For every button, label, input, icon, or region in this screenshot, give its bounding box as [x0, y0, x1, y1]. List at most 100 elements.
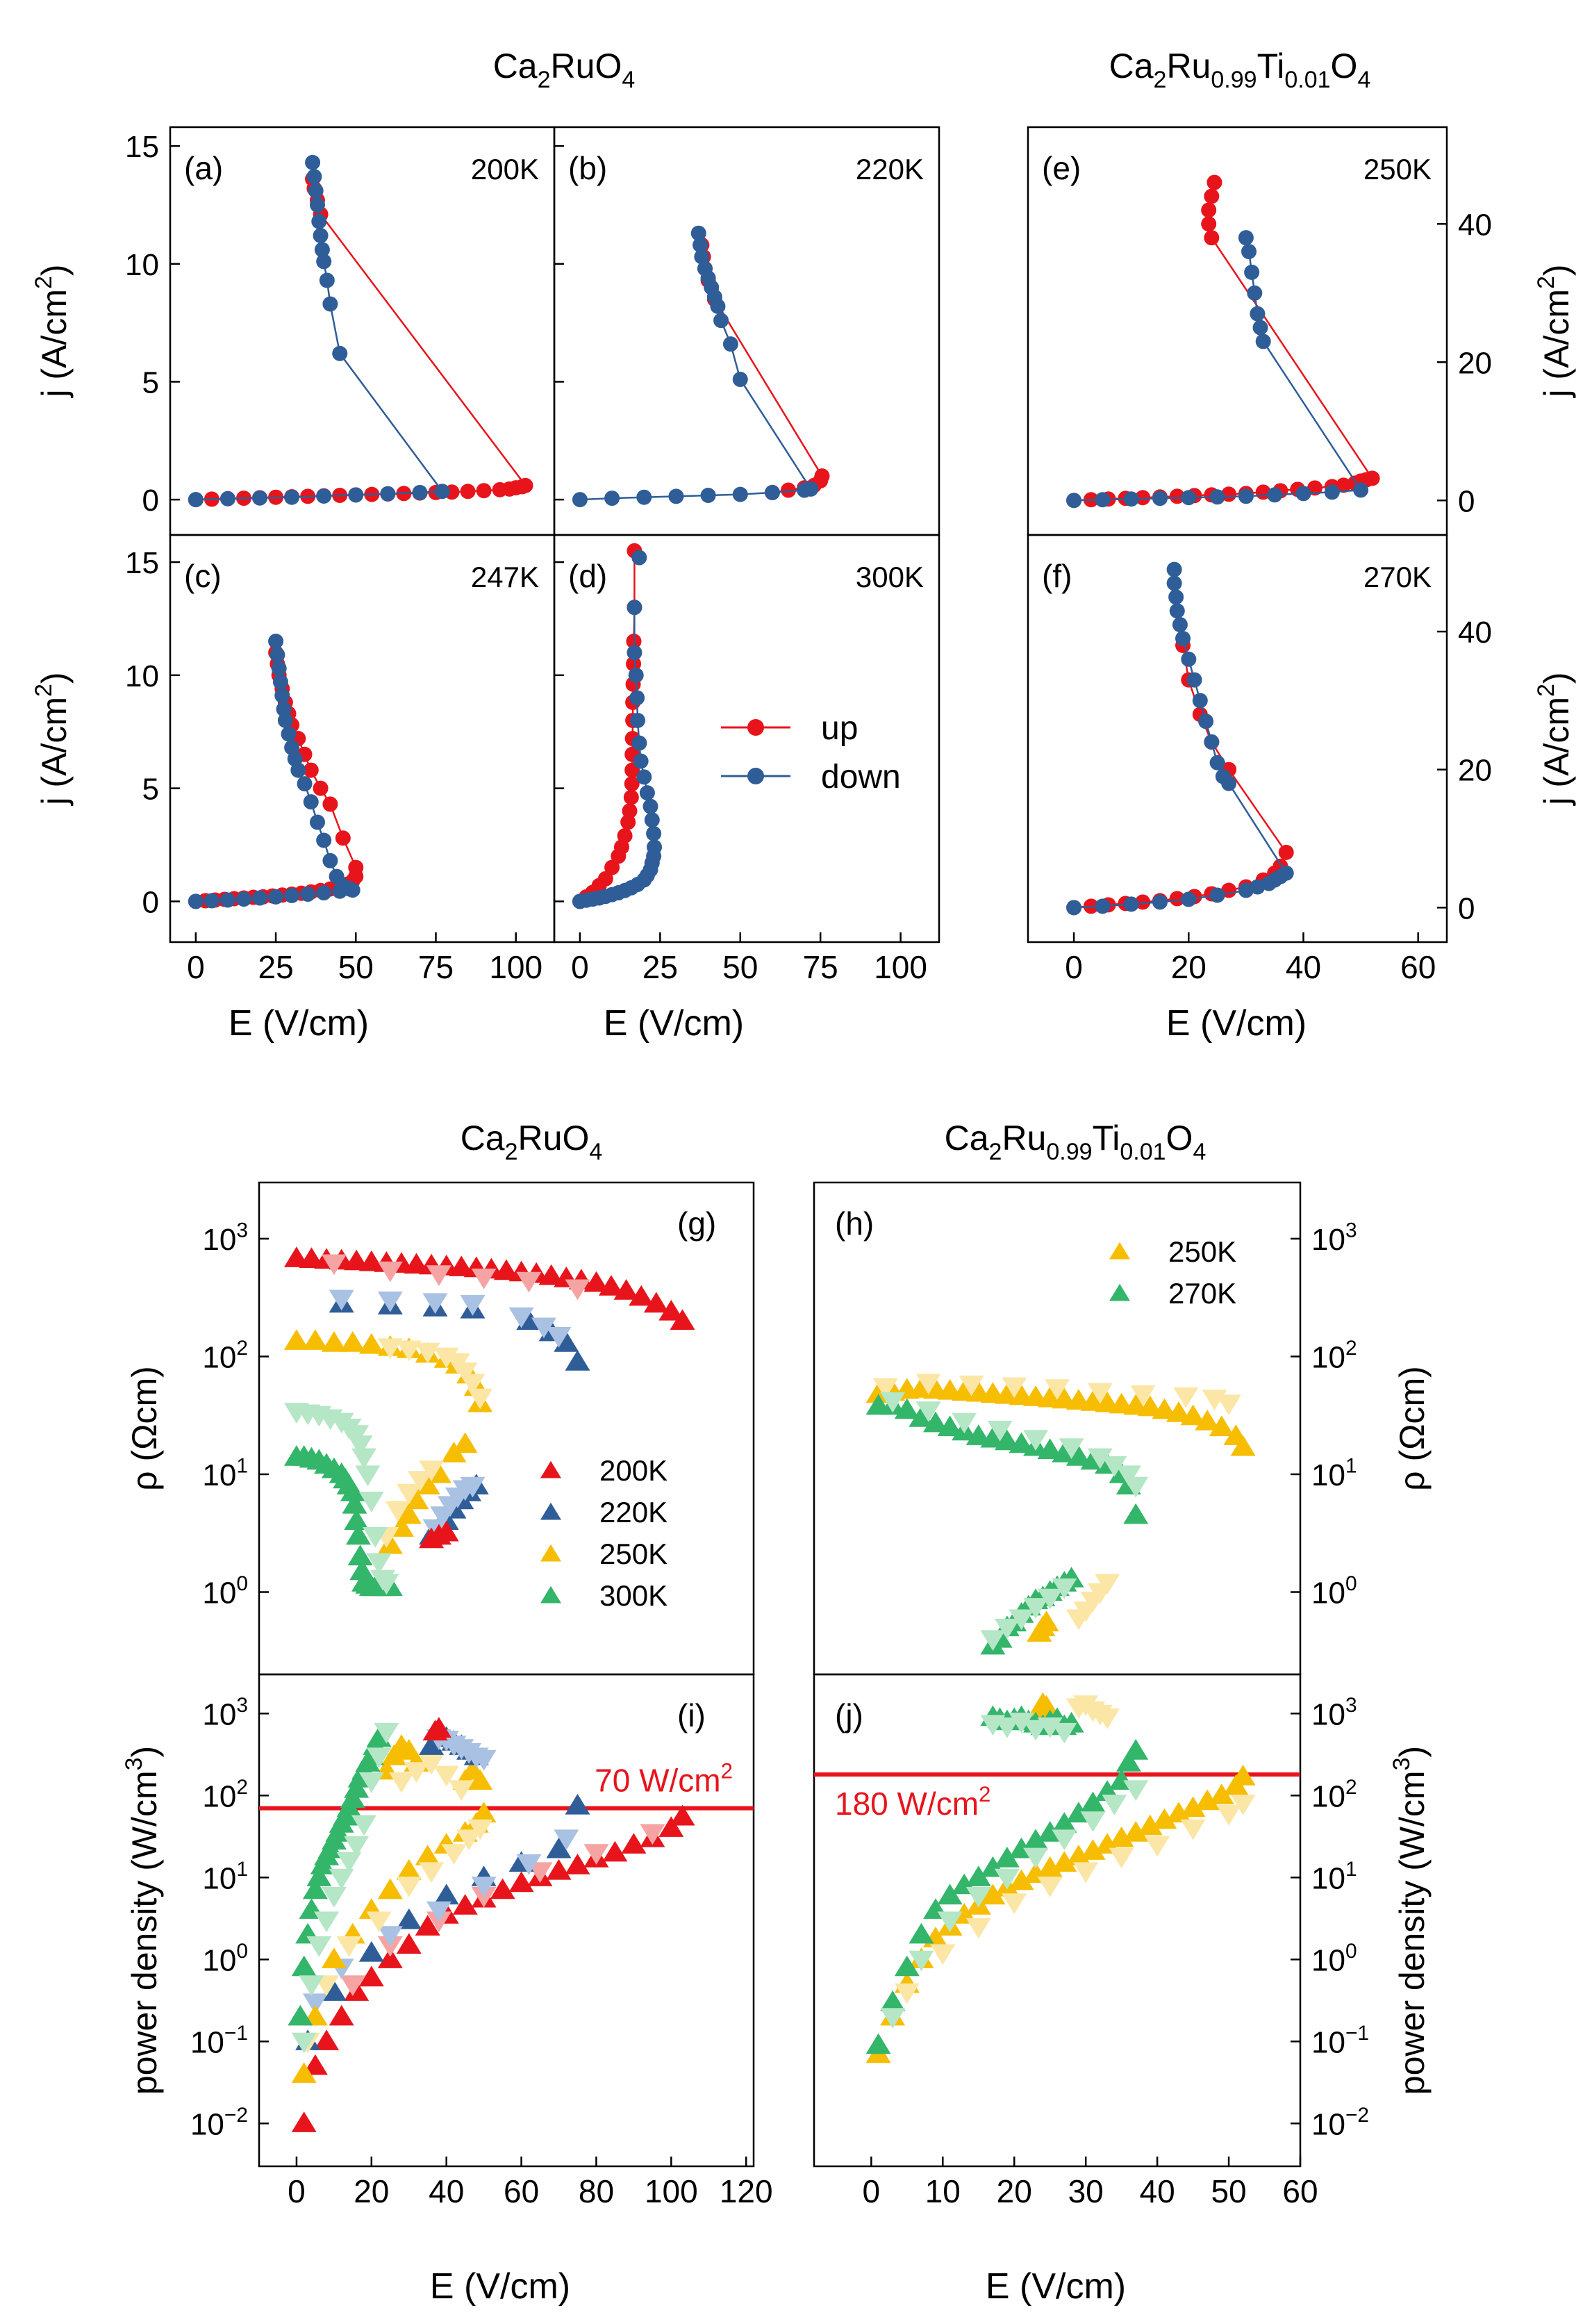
- plot-area: [572, 543, 663, 909]
- data-point: [1336, 477, 1352, 493]
- data-point: [471, 1802, 497, 1823]
- x-tick-label: 25: [642, 949, 678, 985]
- data-point: [342, 1492, 367, 1514]
- data-point: [937, 1884, 963, 1905]
- data-point: [994, 1868, 1020, 1890]
- y-tick-label: 10: [125, 248, 159, 282]
- data-point: [426, 1265, 451, 1286]
- data-point: [952, 1412, 977, 1434]
- data-point: [1145, 1836, 1170, 1857]
- data-point: [1209, 887, 1225, 903]
- series-270k-down: [880, 1392, 1149, 1498]
- data-point: [880, 2008, 906, 2029]
- data-point: [617, 827, 633, 843]
- x-tick-label: 75: [418, 949, 454, 985]
- data-point: [572, 492, 588, 508]
- data-point: [316, 885, 332, 901]
- data-point: [658, 1299, 684, 1321]
- x-axis-label: E (V/cm): [430, 2266, 570, 2307]
- data-point: [1066, 493, 1082, 509]
- data-point: [366, 1747, 392, 1769]
- data-point: [1116, 1465, 1141, 1487]
- y-ticks: 100​ 101​ 102​ 103​: [202, 1219, 269, 1610]
- temperature-label: 200K: [471, 153, 539, 186]
- data-point: [1009, 1713, 1034, 1733]
- data-point: [433, 1765, 459, 1787]
- data-point: [732, 486, 748, 502]
- data-point: [624, 776, 640, 792]
- y-ticks: [554, 561, 564, 903]
- series-line: [195, 162, 445, 501]
- series-250k-high-down: [389, 1754, 474, 1802]
- data-point: [1230, 1765, 1256, 1786]
- data-point: [880, 1392, 906, 1413]
- data-point: [271, 661, 287, 677]
- plot-area: [865, 1374, 1256, 1655]
- y-ticks: 0 5 10 15: [125, 130, 180, 518]
- data-point: [937, 1415, 963, 1437]
- x-tick-label: 25: [258, 949, 293, 985]
- series-down: [1066, 561, 1294, 916]
- data-point: [252, 490, 268, 506]
- data-point: [309, 814, 325, 830]
- data-point: [1252, 320, 1268, 336]
- data-point: [1250, 306, 1266, 322]
- data-point: [313, 780, 329, 796]
- data-point: [332, 345, 348, 361]
- x-tick-label: 50: [1211, 2173, 1246, 2209]
- data-point: [321, 1254, 347, 1276]
- y-tick-label: 103​: [202, 1219, 248, 1256]
- data-point: [965, 1424, 991, 1445]
- data-point: [1095, 492, 1111, 508]
- data-point: [980, 1630, 1006, 1651]
- x-tick-label: 60: [1400, 949, 1436, 985]
- data-point: [329, 1868, 354, 1890]
- panel-frame: [169, 126, 556, 536]
- series-line: [195, 179, 527, 501]
- data-point: [531, 1317, 556, 1339]
- data-point: [1123, 1739, 1149, 1760]
- data-point: [452, 1894, 478, 1915]
- x-tick-label: 60: [504, 2173, 539, 2209]
- data-point: [1238, 882, 1254, 898]
- data-point: [377, 1926, 403, 1947]
- data-point: [1230, 1795, 1256, 1815]
- title-pure-top: Ca2​RuO4​: [493, 47, 636, 93]
- data-point: [314, 1911, 340, 1933]
- y-ticks: 10−2​ 10−1​ 100​ 101​ 102​ 103​: [1291, 1694, 1369, 2141]
- panels: 0 5 10 15 j (A/cm2​) (a) 200K (b) 220K 0 5 10 15 j (A…: [31, 126, 1576, 2307]
- data-point: [1181, 891, 1197, 907]
- data-point: [1307, 480, 1323, 496]
- data-point: [1241, 244, 1257, 260]
- legend-label: down: [821, 759, 901, 796]
- data-point: [597, 871, 613, 887]
- data-point: [396, 1859, 422, 1880]
- data-point: [517, 477, 533, 493]
- panel-f: 0 20 40 60 0 20 40 j (A/cm2​) E (V/cm) (f) 270K: [1027, 534, 1576, 1044]
- y-axis-label: j (A/cm2​): [31, 264, 74, 398]
- data-point: [358, 1492, 384, 1513]
- y-tick-label: 100​: [1311, 1940, 1357, 1977]
- x-tick-label: 50: [338, 949, 374, 985]
- data-point: [640, 1824, 665, 1845]
- x-tick-label: 40: [1286, 949, 1321, 985]
- data-point: [284, 887, 300, 903]
- data-point: [1037, 1588, 1063, 1610]
- data-point: [602, 1840, 628, 1862]
- data-point: [1123, 1503, 1149, 1524]
- data-point: [1295, 486, 1311, 502]
- series-line: [701, 245, 823, 494]
- data-point: [1037, 1438, 1063, 1459]
- data-point: [329, 1289, 354, 1311]
- y-axis-label: power density (W/cm3​): [1388, 1746, 1432, 2095]
- data-point: [449, 1780, 474, 1802]
- data-point: [476, 483, 492, 499]
- data-point: [599, 1275, 624, 1296]
- data-point: [1186, 672, 1202, 688]
- data-point: [363, 1527, 388, 1548]
- data-point: [1238, 230, 1254, 246]
- data-point: [1080, 1811, 1106, 1832]
- data-point: [1034, 1695, 1059, 1716]
- data-point: [572, 893, 588, 909]
- plot-area: [572, 225, 830, 508]
